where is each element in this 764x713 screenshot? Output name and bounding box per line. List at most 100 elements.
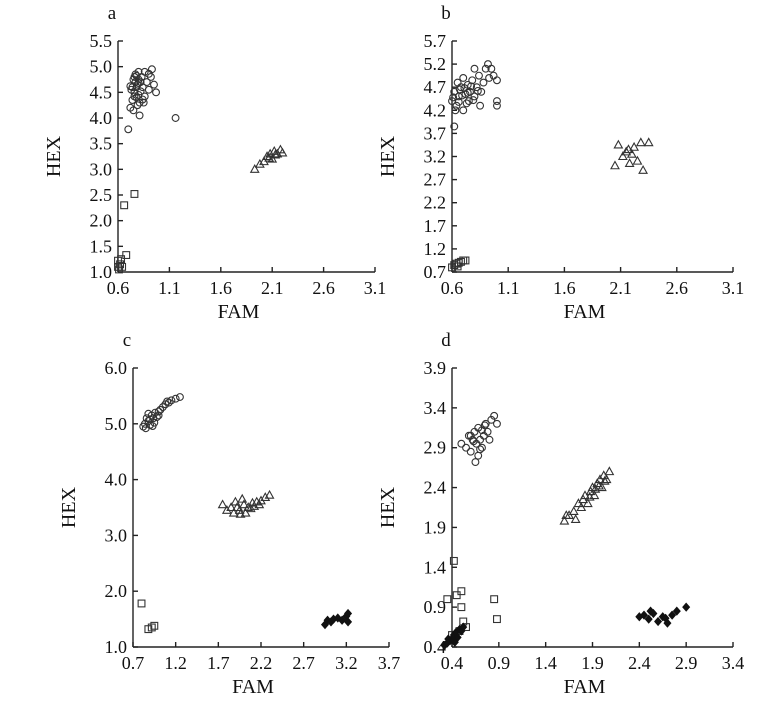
y-tick-label: 1.7 [424, 216, 447, 236]
data-point-triangle [582, 498, 593, 508]
y-tick-label: 3.5 [90, 134, 113, 154]
data-point-diamond [344, 617, 353, 627]
data-point-triangle [262, 151, 272, 161]
data-point-circle [163, 397, 172, 406]
y-axis-label: HEX [58, 486, 80, 528]
data-point-circle [470, 64, 479, 73]
x-tick-label: 3.1 [364, 278, 387, 298]
data-point-circle [472, 83, 481, 92]
data-point-triangle [237, 493, 248, 503]
data-point-triangle [245, 503, 256, 513]
y-tick-label: 5.2 [424, 54, 447, 74]
x-axis-label: FAM [218, 301, 260, 323]
data-point-circle [466, 447, 475, 456]
data-point-diamond [338, 615, 347, 625]
data-point-circle [142, 78, 151, 87]
data-point-diamond [672, 606, 681, 616]
x-tick-label: 1.1 [158, 278, 181, 298]
x-tick-label: 3.1 [722, 278, 745, 298]
data-point-circle [477, 87, 486, 96]
data-point-circle [470, 427, 479, 436]
data-point-circle [478, 443, 486, 452]
y-tick-label: 2.5 [90, 185, 113, 205]
data-point-circle [485, 435, 494, 444]
y-tick-label: 3.4 [424, 398, 447, 418]
data-point-circle [454, 98, 463, 106]
x-tick-label: 1.6 [553, 278, 576, 298]
data-point-circle [493, 419, 501, 428]
data-point-square [449, 556, 458, 565]
data-point-square [490, 595, 499, 604]
data-point-circle [476, 445, 485, 454]
data-point-square [461, 256, 470, 265]
x-axis-label: FAM [564, 676, 606, 698]
x-tick-label: 3.2 [335, 653, 358, 673]
x-tick-label: 1.1 [497, 278, 520, 298]
data-point-circle [481, 64, 490, 73]
data-point-circle [481, 419, 490, 428]
data-point-square [150, 621, 159, 630]
chart-panel-d: 0.4 0.9 1.4 1.9 2.4 2.9 3.4 3.9 0.4 0.9 1.4 1.9 2.4 2… [377, 330, 744, 698]
data-point-square [457, 587, 466, 596]
data-point-triangle [601, 474, 612, 484]
data-point-circle [130, 92, 139, 101]
x-axis-label: FAM [564, 301, 606, 323]
x-tick-label: 1.4 [534, 653, 557, 673]
data-point-square [453, 262, 462, 271]
x-tick-label: 2.2 [250, 653, 273, 673]
data-point-triangle [559, 515, 570, 525]
panel-label: a [108, 3, 117, 24]
x-tick-label: 1.6 [210, 278, 233, 298]
data-point-circle [480, 421, 489, 430]
data-point-circle [124, 125, 133, 134]
data-point-triangle [596, 482, 607, 492]
data-point-square [118, 262, 127, 271]
data-point-circle [487, 64, 496, 73]
y-tick-label: 4.0 [90, 108, 113, 128]
data-point-circle [167, 396, 176, 405]
data-point-diamond [661, 613, 670, 623]
y-tick-label: 4.0 [105, 470, 128, 490]
data-point-circle [152, 88, 160, 97]
data-point-triangle [635, 137, 646, 147]
data-point-circle [138, 95, 147, 104]
data-point-circle [464, 97, 473, 106]
x-tick-label: 2.9 [675, 653, 698, 673]
data-point-triangle [254, 158, 265, 168]
y-axis-label: HEX [43, 135, 65, 177]
data-point-diamond [682, 602, 691, 612]
y-tick-label: 3.7 [424, 123, 447, 143]
data-point-square [114, 262, 122, 271]
data-point-circle [474, 451, 483, 460]
data-point-triangle [265, 148, 276, 158]
data-point-triangle [623, 144, 634, 154]
data-point-triangle [561, 510, 572, 520]
data-point-triangle [240, 507, 251, 517]
panel-label: b [441, 3, 451, 24]
data-point-circle [462, 443, 470, 452]
data-point-triangle [599, 475, 610, 485]
data-point-triangle [621, 146, 632, 156]
y-tick-label: 1.0 [90, 262, 113, 282]
y-tick-label: 3.2 [424, 147, 447, 167]
y-tick-label: 4.5 [90, 82, 113, 102]
y-tick-label: 0.7 [424, 262, 447, 282]
data-point-circle [475, 71, 483, 80]
data-point-circle [483, 427, 492, 436]
x-tick-label: 2.6 [666, 278, 689, 298]
x-tick-label: 0.6 [441, 278, 464, 298]
data-point-diamond [639, 610, 649, 620]
data-point-circle [164, 398, 173, 407]
x-tick-label: 0.6 [107, 278, 130, 298]
data-point-diamond [459, 622, 468, 632]
data-point-circle [126, 82, 135, 91]
y-tick-label: 0.9 [424, 597, 447, 617]
data-point-triangle [270, 149, 281, 159]
data-point-square [452, 591, 461, 600]
y-tick-label: 3.0 [105, 525, 128, 545]
data-point-triangle [235, 508, 246, 518]
data-point-triangle [594, 480, 604, 490]
data-point-square [147, 623, 156, 632]
x-tick-label: 2.4 [628, 653, 651, 673]
chart-panel-b: 0.7 1.2 1.7 2.2 2.7 3.2 3.7 4.2 4.7 5.2 5.7 0.6 1.1 1… [377, 3, 744, 323]
